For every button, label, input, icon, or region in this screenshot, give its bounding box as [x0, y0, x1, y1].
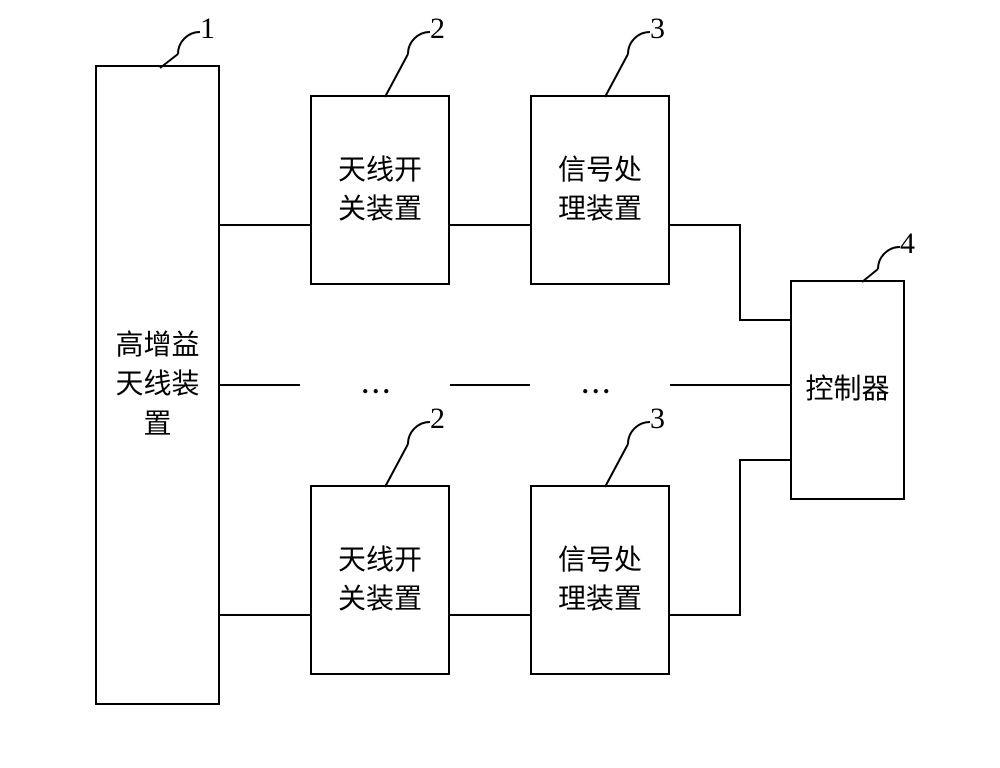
num-switch-bot: 2	[430, 402, 445, 436]
node-antenna: 高增益天线装置	[95, 65, 220, 705]
node-controller: 控制器	[790, 280, 905, 500]
lead-switch-top-arc	[408, 32, 430, 54]
node-proc-top-label: 信号处理装置	[558, 151, 642, 229]
lead-proc-bot-arc	[628, 422, 650, 444]
lead-antenna-arc	[178, 32, 200, 54]
num-proc-bot: 3	[650, 402, 665, 436]
num-antenna: 1	[200, 12, 215, 46]
node-controller-label: 控制器	[805, 370, 889, 409]
node-proc-top: 信号处理装置	[530, 95, 670, 285]
lead-switch-top-line	[385, 54, 408, 97]
node-switch-bot: 天线开关装置	[310, 485, 450, 675]
num-switch-top: 2	[430, 12, 445, 46]
node-switch-bot-label: 天线开关装置	[338, 541, 422, 619]
node-proc-bot: 信号处理装置	[530, 485, 670, 675]
node-switch-top: 天线开关装置	[310, 95, 450, 285]
lead-proc-top-line	[605, 54, 628, 97]
lead-switch-bot-line	[385, 444, 408, 487]
node-switch-top-label: 天线开关装置	[338, 151, 422, 229]
edge-5	[670, 460, 790, 615]
lead-proc-top-arc	[628, 32, 650, 54]
ellipsis-2: ...	[582, 370, 614, 400]
ellipsis-1: ...	[362, 370, 394, 400]
node-antenna-label: 高增益天线装置	[115, 326, 199, 444]
diagram-canvas: 高增益天线装置 1 天线开关装置 2 信号处理装置 3 天线开关装置 2 信号处…	[0, 0, 1000, 768]
num-proc-top: 3	[650, 12, 665, 46]
edge-2	[670, 225, 790, 320]
lead-proc-bot-line	[605, 444, 628, 487]
lead-switch-bot-arc	[408, 422, 430, 444]
lead-controller-arc	[878, 247, 900, 269]
num-controller: 4	[900, 227, 915, 261]
node-proc-bot-label: 信号处理装置	[558, 541, 642, 619]
